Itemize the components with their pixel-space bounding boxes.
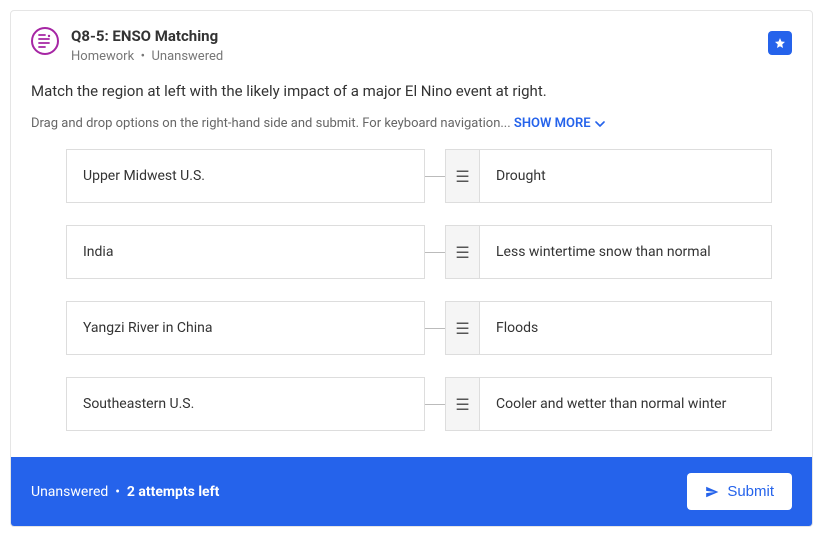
match-left-item: India	[66, 225, 425, 279]
card-footer: Unanswered • 2 attempts left Submit	[11, 457, 812, 526]
drag-handle-icon[interactable]: ☰	[446, 302, 480, 354]
card-header: Q8-5: ENSO Matching Homework • Unanswere…	[11, 11, 812, 72]
question-meta: Homework • Unanswered	[71, 49, 768, 64]
match-connector	[425, 225, 445, 279]
submit-label: Submit	[727, 483, 774, 500]
drag-handle-icon[interactable]: ☰	[446, 226, 480, 278]
question-category: Homework	[71, 49, 134, 64]
chevron-down-icon	[595, 119, 605, 129]
attempts-left: 2 attempts left	[127, 484, 219, 500]
show-more-label: SHOW MORE	[514, 116, 591, 131]
match-row: Southeastern U.S. ☰ Cooler and wetter th…	[66, 377, 772, 431]
footer-status-text: Unanswered	[31, 484, 108, 500]
match-right-item[interactable]: ☰ Less wintertime snow than normal	[445, 225, 772, 279]
question-prompt: Match the region at left with the likely…	[11, 72, 812, 103]
match-connector	[425, 377, 445, 431]
drag-handle-icon[interactable]: ☰	[446, 150, 480, 202]
match-row: Upper Midwest U.S. ☰ Drought	[66, 149, 772, 203]
match-row: India ☰ Less wintertime snow than normal	[66, 225, 772, 279]
match-right-label: Less wintertime snow than normal	[480, 226, 771, 278]
match-left-item: Upper Midwest U.S.	[66, 149, 425, 203]
match-right-label: Floods	[480, 302, 771, 354]
question-title: Q8-5: ENSO Matching	[71, 27, 768, 47]
instructions-row: Drag and drop options on the right-hand …	[11, 102, 812, 131]
matching-area: Upper Midwest U.S. ☰ Drought India ☰ Les…	[11, 131, 812, 457]
question-card: Q8-5: ENSO Matching Homework • Unanswere…	[10, 10, 813, 527]
drag-handle-icon[interactable]: ☰	[446, 378, 480, 430]
instructions-text: Drag and drop options on the right-hand …	[31, 116, 514, 131]
match-connector	[425, 301, 445, 355]
match-right-label: Drought	[480, 150, 771, 202]
match-connector	[425, 149, 445, 203]
match-right-item[interactable]: ☰ Floods	[445, 301, 772, 355]
match-right-item[interactable]: ☰ Cooler and wetter than normal winter	[445, 377, 772, 431]
paper-plane-icon	[705, 485, 719, 499]
question-type-icon	[31, 27, 59, 55]
match-right-label: Cooler and wetter than normal winter	[480, 378, 771, 430]
match-row: Yangzi River in China ☰ Floods	[66, 301, 772, 355]
question-status: Unanswered	[151, 49, 223, 64]
show-more-link[interactable]: SHOW MORE	[514, 116, 605, 131]
bookmark-button[interactable]	[768, 31, 792, 55]
match-left-item: Southeastern U.S.	[66, 377, 425, 431]
submit-button[interactable]: Submit	[687, 473, 792, 510]
match-right-item[interactable]: ☰ Drought	[445, 149, 772, 203]
title-block: Q8-5: ENSO Matching Homework • Unanswere…	[71, 27, 768, 64]
footer-status: Unanswered • 2 attempts left	[31, 484, 219, 500]
match-left-item: Yangzi River in China	[66, 301, 425, 355]
star-icon	[774, 37, 786, 49]
